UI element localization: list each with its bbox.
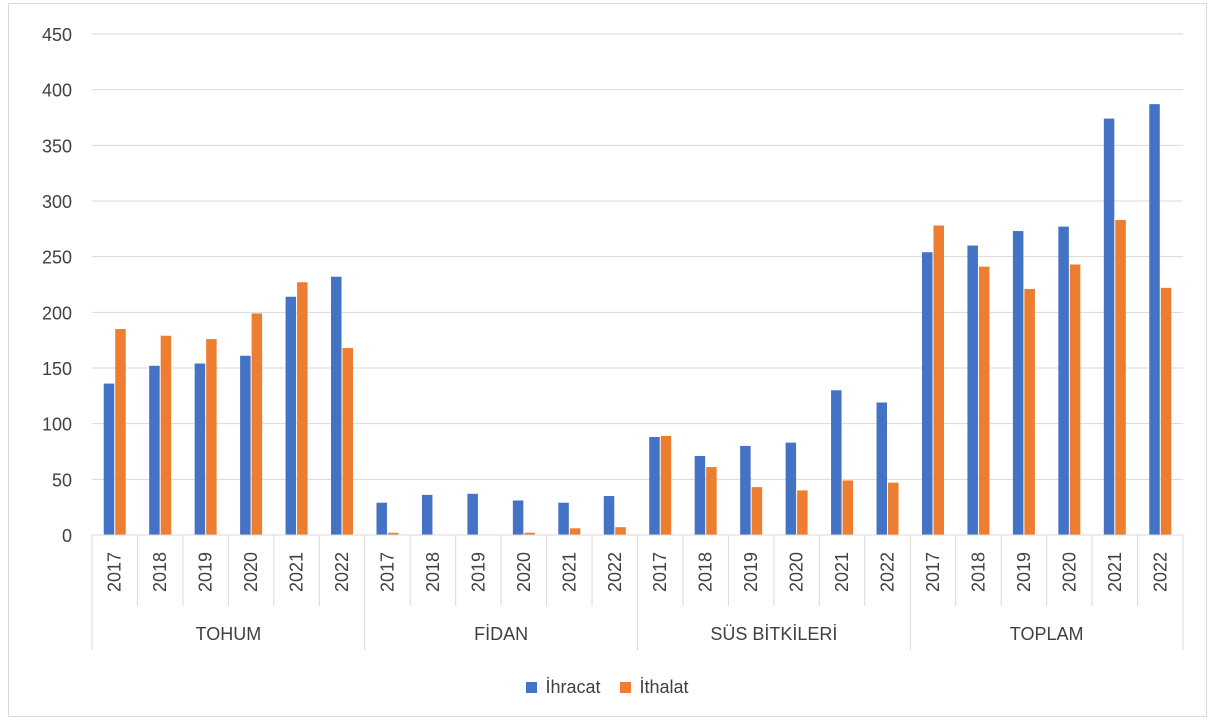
bar-ihracat [558,502,569,535]
bar-ihracat [967,245,978,536]
x-tick-label-year: 2022 [605,552,625,592]
bar-ithalat [115,329,126,535]
legend-label-ihracat: İhracat [545,677,601,697]
bar-ithalat [751,487,763,535]
bar-ithalat [251,313,263,535]
bar-ithalat [933,225,944,535]
bar-ihracat [103,383,115,535]
x-tick-label-year: 2020 [787,552,807,592]
bar-ithalat [524,532,535,535]
bar-ithalat [387,532,399,535]
x-tick-label-year: 2018 [423,552,443,592]
bar-ihracat [921,252,933,536]
bar-ithalat [660,435,672,535]
bar-ihracat [1103,118,1115,535]
bar-ithalat [615,527,626,535]
x-tick-label-year: 2021 [287,552,307,592]
bar-ithalat [297,282,308,535]
x-tick-label-year: 2022 [1150,552,1170,592]
x-tick-label-year: 2021 [1105,552,1125,592]
bar-ihracat [1058,226,1069,535]
legend-item-ithalat: İthalat [620,677,689,698]
bar-ithalat [706,467,717,535]
bar-ithalat [1024,288,1035,535]
x-group-label: SÜS BİTKİLERİ [710,624,837,644]
chart-legend: İhracat İthalat [0,677,1215,698]
y-tick-label: 300 [42,192,72,212]
x-tick-label-year: 2022 [878,552,898,592]
y-tick-label: 350 [42,136,72,156]
x-tick-label-year: 2018 [696,552,716,592]
bar-ithalat [888,482,899,535]
y-tick-label: 450 [42,25,72,45]
y-tick-label: 50 [52,470,72,490]
y-tick-label: 400 [42,81,72,101]
bar-ihracat [194,363,206,535]
bar-ihracat [649,437,660,535]
bar-ihracat [376,502,387,535]
bar-ihracat [331,276,342,535]
y-tick-label: 100 [42,415,72,435]
x-tick-label-year: 2018 [150,552,170,592]
legend-swatch-ihracat [526,682,538,693]
x-tick-label-year: 2017 [105,552,125,592]
bar-ihracat [285,296,297,535]
x-group-label: TOHUM [196,624,262,644]
bar-ihracat [149,365,160,535]
bar-ithalat [342,347,354,535]
x-tick-label-year: 2022 [332,552,352,592]
x-tick-label-year: 2020 [241,552,261,592]
x-tick-label-year: 2019 [196,552,216,592]
bar-ihracat [603,496,615,535]
bar-ihracat [512,500,524,535]
bar-ihracat [240,355,251,535]
bar-ihracat [694,455,706,535]
x-group-label: TOPLAM [1010,624,1084,644]
bar-ithalat [1115,219,1126,535]
x-tick-label-year: 2018 [968,552,988,592]
bar-ihracat [876,402,888,535]
y-tick-label: 250 [42,248,72,268]
bar-ihracat [1012,231,1024,535]
x-tick-label-year: 2020 [514,552,534,592]
x-tick-label-year: 2017 [650,552,670,592]
legend-label-ithalat: İthalat [639,677,689,697]
bar-ithalat [842,480,854,535]
y-tick-label: 150 [42,359,72,379]
bar-ihracat [785,442,797,535]
x-group-label: FİDAN [474,624,528,644]
bar-ithalat [797,490,808,535]
x-tick-label-year: 2020 [1059,552,1079,592]
bar-ithalat [160,335,172,535]
bar-ihracat [421,494,433,535]
x-tick-label-year: 2021 [832,552,852,592]
y-tick-label: 200 [42,303,72,323]
bar-ithalat [1069,264,1081,535]
x-tick-label-year: 2017 [377,552,397,592]
bar-ithalat [978,266,990,535]
bar-ihracat [467,493,478,535]
y-tick-label: 0 [62,526,72,546]
bar-ihracat [1149,104,1160,535]
bar-ithalat [206,339,217,535]
bar-ihracat [831,390,842,535]
x-tick-label-year: 2019 [741,552,761,592]
x-tick-label-year: 2019 [468,552,488,592]
x-tick-label-year: 2021 [559,552,579,592]
bar-ithalat [1160,287,1172,535]
x-tick-label-year: 2019 [1014,552,1034,592]
bar-ithalat [569,528,581,535]
legend-swatch-ithalat [620,682,632,693]
bar-ihracat [740,445,751,535]
legend-item-ihracat: İhracat [526,677,600,698]
x-tick-label-year: 2017 [923,552,943,592]
